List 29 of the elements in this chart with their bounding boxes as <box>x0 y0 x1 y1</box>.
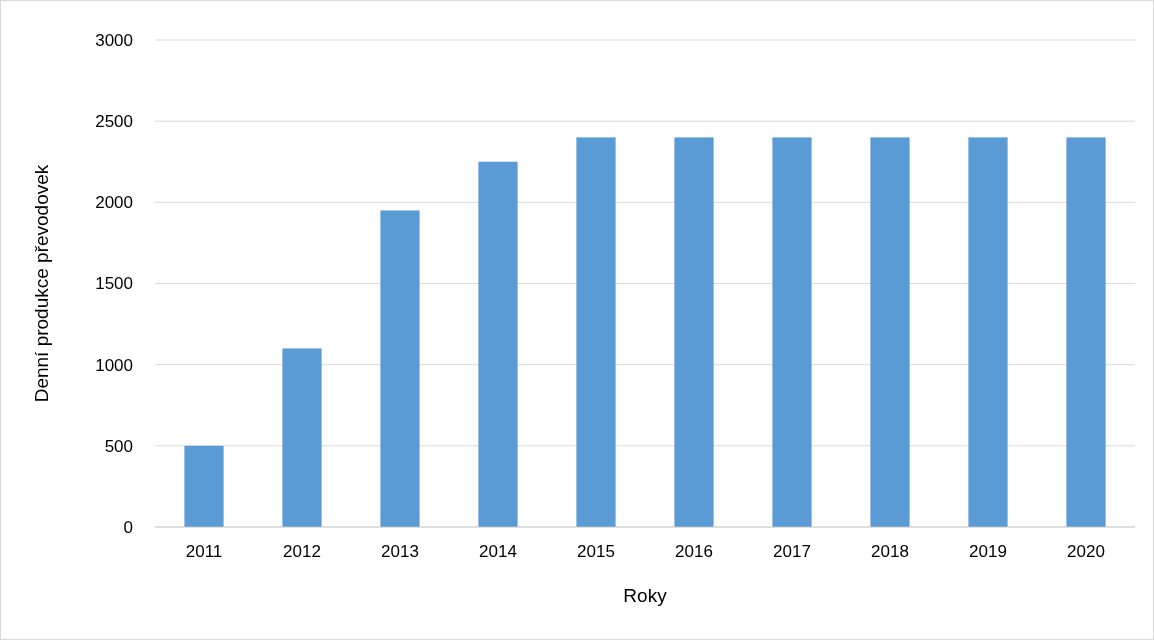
bar <box>870 137 910 527</box>
y-tick-label: 0 <box>123 517 133 537</box>
y-tick-label: 2000 <box>95 193 133 213</box>
y-tick-label: 3000 <box>95 30 133 50</box>
x-tick-label: 2014 <box>479 542 517 561</box>
x-tick-label: 2018 <box>871 542 909 561</box>
x-tick-label: 2016 <box>675 542 713 561</box>
x-tick-label: 2013 <box>381 542 419 561</box>
bar <box>282 348 322 527</box>
bar <box>478 161 518 527</box>
x-tick-label: 2019 <box>969 542 1007 561</box>
x-axis-title: Roky <box>623 585 668 606</box>
y-tick-label: 500 <box>104 436 133 456</box>
bar <box>1066 137 1106 527</box>
x-tick-label: 2020 <box>1067 542 1105 561</box>
x-tick-label: 2017 <box>773 542 811 561</box>
bar <box>674 137 714 527</box>
y-axis-title: Denní produkce převodovek <box>31 164 52 403</box>
x-tick-label: 2012 <box>283 542 321 561</box>
x-tick-label: 2015 <box>577 542 615 561</box>
bar <box>576 137 616 527</box>
y-tick-label: 1000 <box>95 355 133 375</box>
y-tick-label: 2500 <box>95 112 133 132</box>
bar <box>968 137 1008 527</box>
bar <box>380 210 420 527</box>
bar <box>184 445 224 527</box>
x-tick-label: 2011 <box>185 542 223 561</box>
y-tick-label: 1500 <box>95 274 133 294</box>
bar <box>772 137 812 527</box>
